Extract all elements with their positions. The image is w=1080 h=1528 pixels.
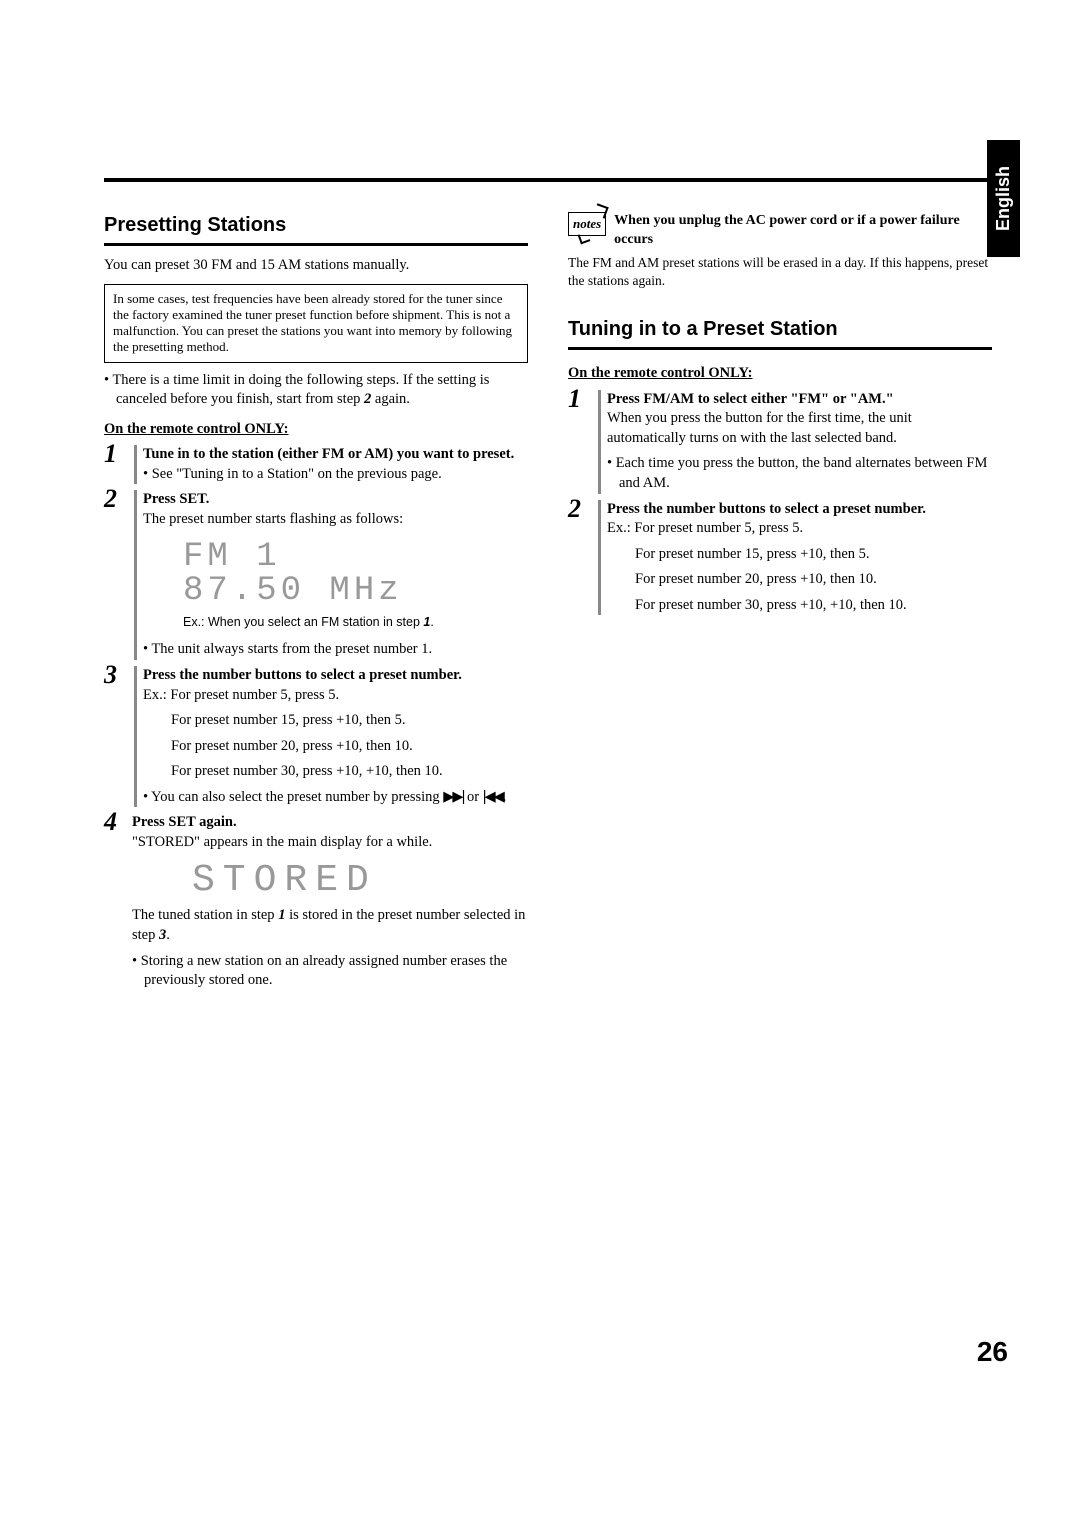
section-title: Presetting Stations (104, 212, 528, 239)
rewind-icon: |◀◀ (483, 789, 503, 805)
step-number: 2 (104, 486, 124, 512)
step-1: 1 Press FM/AM to select either "FM" or "… (568, 390, 992, 494)
text: The unit always starts from the preset n… (151, 641, 432, 657)
text: The tuned station in step (132, 907, 278, 923)
example-line: Ex.: For preset number 5, press 5. (143, 686, 528, 706)
step-number: 1 (104, 441, 124, 467)
step-body: The preset number starts flashing as fol… (143, 510, 528, 530)
example-line: For preset number 15, press +10, then 5. (143, 711, 528, 731)
info-box: In some cases, test frequencies have bee… (104, 284, 528, 363)
step-head: Press the number buttons to select a pre… (607, 500, 992, 520)
step-number: 4 (104, 809, 124, 835)
step-head: Press the number buttons to select a pre… (143, 666, 528, 686)
step-bullet: • You can also select the preset number … (143, 788, 528, 808)
step-bullet: • The unit always starts from the preset… (143, 640, 528, 660)
manual-page: English Presetting Stations You can pres… (0, 0, 1080, 1528)
step-body: When you press the button for the first … (607, 409, 992, 448)
step-bullet: • Storing a new station on an already as… (132, 952, 528, 991)
example-line: For preset number 30, press +10, +10, th… (143, 762, 528, 782)
two-column-layout: Presetting Stations You can preset 30 FM… (104, 212, 992, 997)
text: . (166, 927, 170, 943)
example-line: For preset number 30, press +10, +10, th… (607, 596, 992, 616)
step-tail: The tuned station in step 1 is stored in… (132, 906, 528, 945)
step-number: 2 (568, 496, 588, 522)
step-body: "STORED" appears in the main display for… (132, 833, 528, 853)
step-2: 2 Press the number buttons to select a p… (568, 500, 992, 616)
step-head: Press SET again. (132, 813, 528, 833)
text: again. (371, 391, 410, 407)
step-head: Press SET. (143, 490, 528, 510)
step-4: 4 Press SET again. "STORED" appears in t… (104, 813, 528, 990)
text: Ex.: When you select an FM station in st… (183, 615, 423, 629)
step-head: Tune in to the station (either FM or AM)… (143, 445, 528, 465)
step-bullet: • See "Tuning in to a Station" on the pr… (143, 465, 528, 485)
language-tab: English (987, 140, 1020, 257)
section-rule (568, 347, 992, 350)
section-rule (104, 243, 528, 246)
display-caption: Ex.: When you select an FM station in st… (183, 614, 528, 631)
notes-icon: notes (568, 212, 606, 236)
example-line: For preset number 15, press +10, then 5. (607, 545, 992, 565)
example-line: For preset number 20, press +10, then 10… (143, 737, 528, 757)
text: . (430, 615, 433, 629)
lcd-display-stored: STORED (192, 862, 528, 900)
text: . (503, 789, 507, 805)
step-2: 2 Press SET. The preset number starts fl… (104, 490, 528, 660)
text: You can also select the preset number by… (151, 789, 443, 805)
remote-only-label: On the remote control ONLY: (568, 365, 752, 381)
text: or (463, 789, 482, 805)
step-bullet: • Each time you press the button, the ba… (607, 454, 992, 493)
step-head: Press FM/AM to select either "FM" or "AM… (607, 390, 992, 410)
left-column: Presetting Stations You can preset 30 FM… (104, 212, 528, 997)
page-number: 26 (977, 1336, 1008, 1368)
text: See "Tuning in to a Station" on the prev… (152, 466, 442, 482)
page-top-rule (104, 178, 992, 182)
text: Storing a new station on an already assi… (141, 953, 507, 989)
lcd-display-fm: FM 1 87.50 MHz (183, 540, 528, 608)
section-title: Tuning in to a Preset Station (568, 316, 992, 343)
remote-only-label: On the remote control ONLY: (104, 421, 288, 437)
notes-heading: When you unplug the AC power cord or if … (614, 212, 992, 250)
forward-icon: ▶▶| (443, 789, 463, 805)
time-limit-note: • There is a time limit in doing the fol… (104, 371, 528, 410)
example-line: Ex.: For preset number 5, press 5. (607, 519, 992, 539)
step-3: 3 Press the number buttons to select a p… (104, 666, 528, 807)
display-line: FM 1 (183, 540, 528, 574)
step-number: 1 (568, 386, 588, 412)
right-column: notes When you unplug the AC power cord … (568, 212, 992, 997)
step-1: 1 Tune in to the station (either FM or A… (104, 445, 528, 484)
text: There is a time limit in doing the follo… (112, 372, 489, 408)
text: Each time you press the button, the band… (616, 455, 988, 491)
display-line: 87.50 MHz (183, 574, 528, 608)
notes-block: notes When you unplug the AC power cord … (568, 212, 992, 250)
step-number: 3 (104, 662, 124, 688)
intro-text: You can preset 30 FM and 15 AM stations … (104, 256, 528, 276)
example-line: For preset number 20, press +10, then 10… (607, 570, 992, 590)
notes-body: The FM and AM preset stations will be er… (568, 254, 992, 290)
